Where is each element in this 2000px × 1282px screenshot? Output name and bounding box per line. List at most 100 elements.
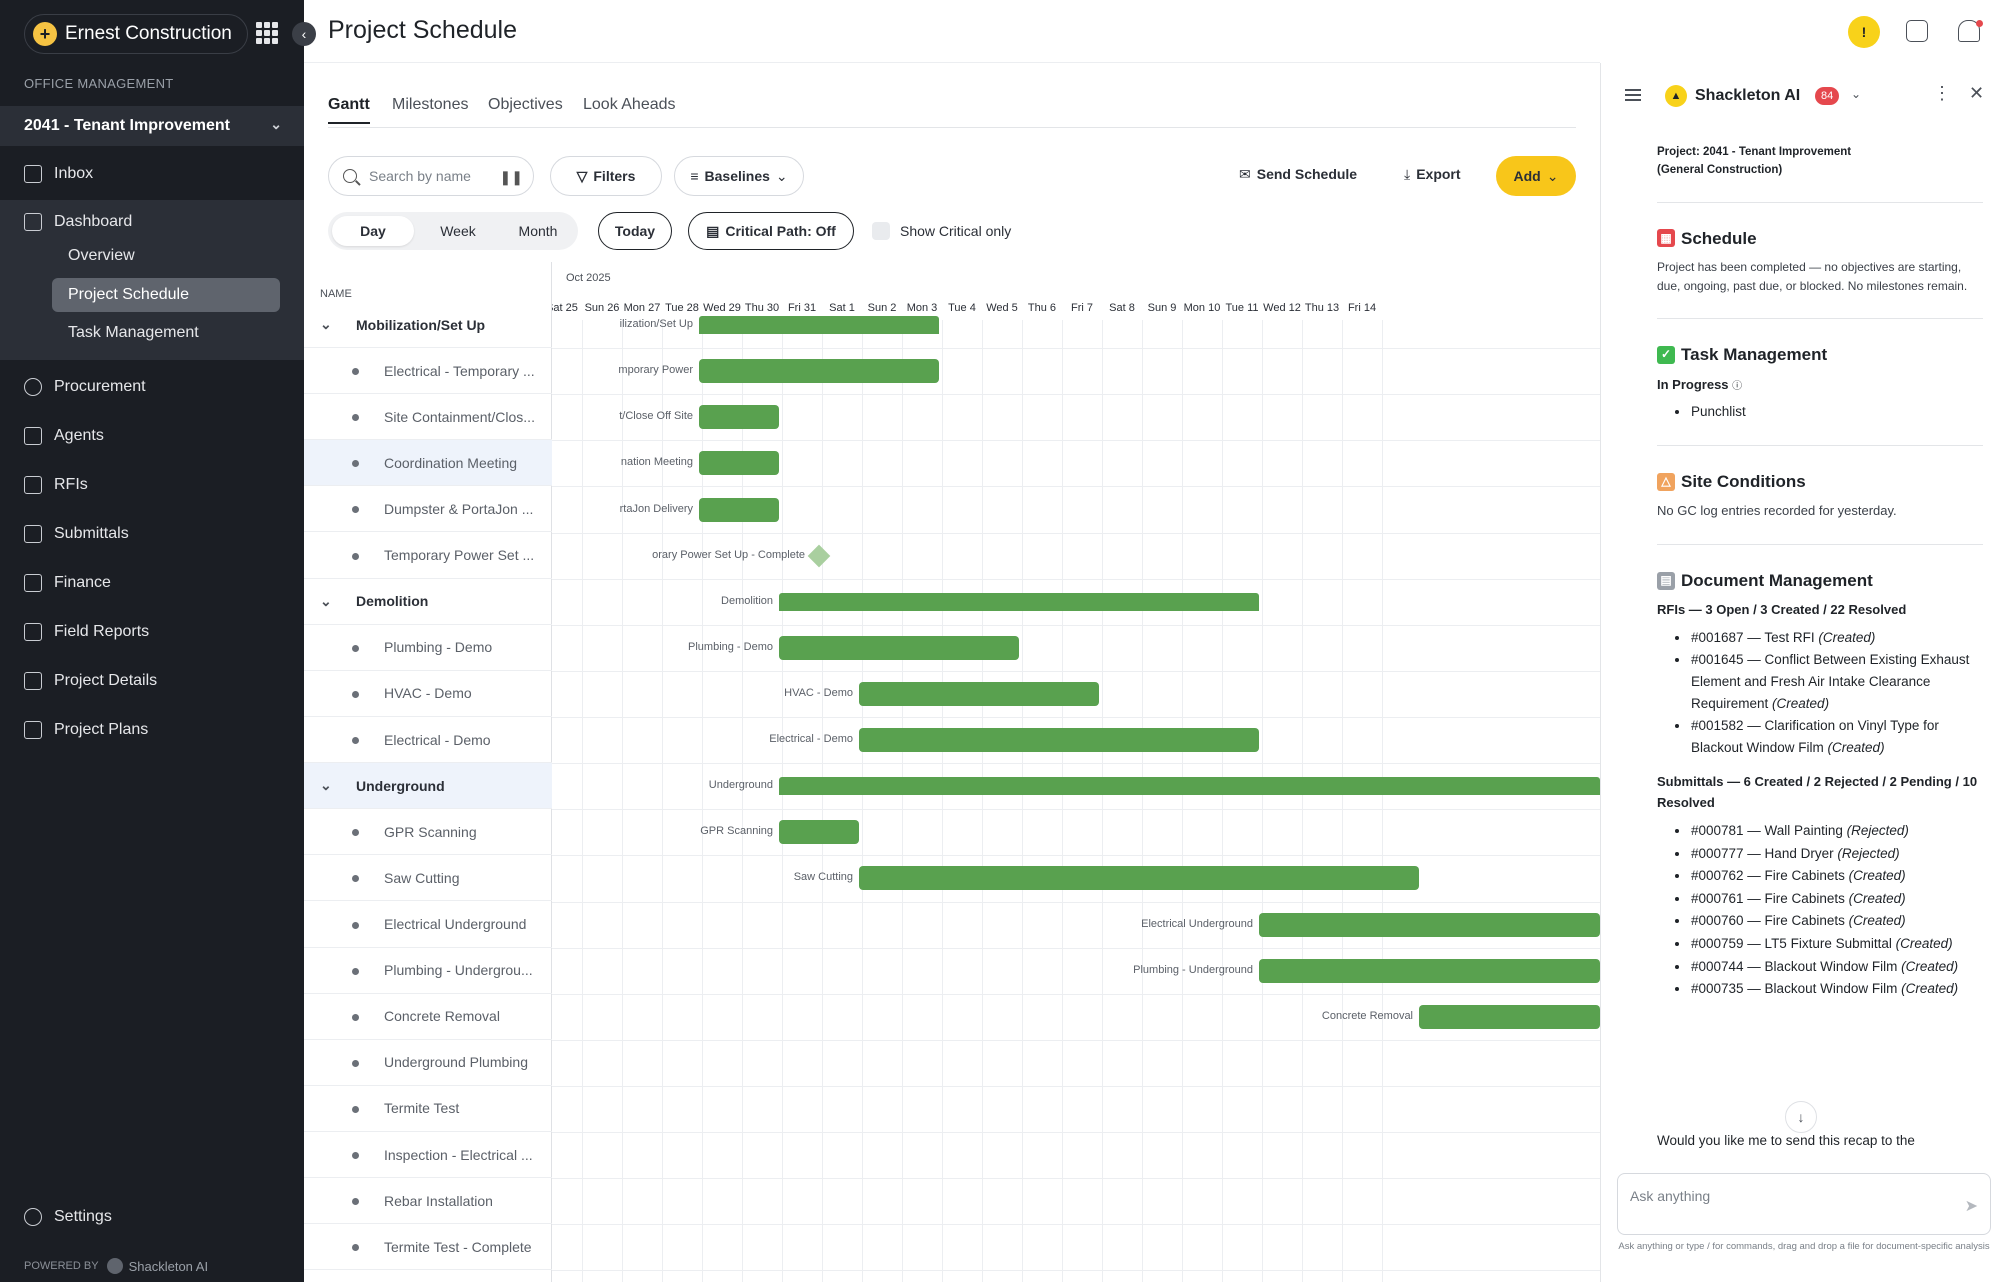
sidebar-item-dashboard[interactable]: Dashboard [0, 202, 304, 242]
gantt-task-bar[interactable] [859, 728, 1259, 753]
milestone-marker[interactable] [807, 544, 831, 567]
filters-button[interactable]: ▽ Filters [550, 156, 662, 196]
gantt-task-bar[interactable] [1419, 1004, 1600, 1029]
sidebar-item-project-details[interactable]: Project Details [0, 661, 304, 701]
bell-icon[interactable] [1958, 20, 1980, 42]
day-header: Tue 28 [665, 302, 699, 314]
gantt-task-bar[interactable] [779, 820, 859, 845]
view-week[interactable]: Week [440, 223, 476, 239]
gantt-task-row[interactable]: Plumbing - Demo [304, 625, 552, 671]
day-header: Wed 12 [1263, 302, 1301, 314]
gantt-group-row[interactable]: ⌄ Underground [304, 763, 552, 810]
add-button[interactable]: Add ⌄ [1496, 156, 1576, 196]
gantt-task-row[interactable]: Electrical - Temporary ... [304, 348, 552, 395]
close-icon[interactable]: ✕ [1969, 83, 1985, 103]
gantt-group-row[interactable]: ⌄ Mobilization/Set Up [304, 302, 552, 348]
checkmark-icon: ✓ [1657, 345, 1675, 364]
row-divider [552, 901, 1600, 903]
send-schedule-button[interactable]: ✉ Send Schedule [1239, 166, 1357, 183]
gantt-task-row[interactable]: Concrete Removal [304, 994, 552, 1040]
gantt-task-bar[interactable] [1259, 958, 1600, 983]
sidebar-item-finance[interactable]: Finance [0, 563, 304, 603]
chevron-down-icon[interactable]: ⌄ [320, 592, 332, 609]
gantt-group-bar[interactable] [699, 316, 939, 335]
gantt-task-row[interactable]: GPR Scanning [304, 809, 552, 856]
export-button[interactable]: ⤓ Export [1404, 166, 1461, 183]
gantt-task-bar[interactable] [1259, 912, 1600, 937]
gantt-task-row[interactable]: HVAC - Demo [304, 671, 552, 717]
chevron-down-icon[interactable]: ⌄ [1851, 87, 1862, 101]
row-name: Electrical Underground [384, 916, 527, 932]
baselines-button[interactable]: ≡ Baselines ⌄ [674, 156, 804, 196]
sidebar-item-submittals[interactable]: Submittals [0, 514, 304, 554]
sidebar-item-inbox[interactable]: Inbox [0, 154, 304, 194]
view-month[interactable]: Month [518, 223, 558, 239]
gantt-task-bar[interactable] [699, 497, 779, 522]
sidebar-item-settings[interactable]: Settings [24, 1208, 112, 1226]
sidebar-item-field-reports[interactable]: Field Reports [0, 612, 304, 652]
sidebar-item-rfis[interactable]: RFIs [0, 465, 304, 505]
collapse-sidebar-button[interactable]: ‹ [292, 22, 316, 46]
apps-grid-icon[interactable] [256, 22, 278, 44]
gantt-task-row[interactable]: Electrical Underground [304, 902, 552, 948]
sidebar-subitem-project-schedule[interactable]: Project Schedule [52, 278, 280, 312]
gantt-task-bar[interactable] [779, 635, 1019, 660]
gantt-group-bar[interactable] [779, 777, 1600, 796]
gantt-task-row[interactable]: Dumpster & PortaJon ... [304, 486, 552, 533]
ai-recap: Project: 2041 - Tenant Improvement (Gene… [1657, 143, 1983, 1001]
gantt-task-row[interactable]: Temporary Power Set ... [304, 533, 552, 579]
gantt-task-row[interactable]: Site Containment/Clos... [304, 394, 552, 441]
sidebar-item-procurement[interactable]: Procurement [0, 367, 304, 407]
checkbox-icon[interactable] [872, 222, 890, 240]
chevron-down-icon[interactable]: ⌄ [320, 316, 332, 332]
gantt-task-row[interactable]: Rebar Installation [304, 1178, 552, 1225]
gantt-task-bar[interactable] [859, 681, 1099, 706]
company-switcher[interactable]: + Ernest Construction [24, 14, 248, 54]
gantt-task-row[interactable]: Termite Test [304, 1086, 552, 1132]
export-label: Export [1416, 166, 1461, 182]
gantt-group-bar[interactable] [779, 592, 1259, 611]
sidebar-subitem-overview[interactable]: Overview [52, 239, 280, 273]
gantt-task-bar[interactable] [699, 405, 779, 430]
voice-icon[interactable]: ❚❚ [499, 169, 523, 185]
critical-path-button[interactable]: ▤ Critical Path: Off [688, 212, 854, 250]
search-input[interactable]: Search by name ❚❚ [328, 156, 534, 196]
tab-objectives[interactable]: Objectives [488, 96, 563, 113]
gantt-task-row[interactable]: Electrical - Demo [304, 717, 552, 764]
gantt-task-row[interactable]: Termite Test - Complete [304, 1224, 552, 1271]
submittal-summary: Submittals — 6 Created / 2 Rejected / 2 … [1657, 774, 1978, 811]
sidebar-subitem-task-management[interactable]: Task Management [52, 316, 280, 350]
alert-icon[interactable]: ! [1848, 16, 1880, 48]
ai-chat-input[interactable]: Ask anything ➤ [1617, 1173, 1991, 1235]
row-name: Site Containment/Clos... [384, 408, 535, 425]
scroll-down-button[interactable]: ↓ [1785, 1101, 1817, 1133]
show-critical-checkbox[interactable]: Show Critical only [872, 222, 1011, 240]
gantt-task-bar[interactable] [699, 359, 939, 384]
tab-gantt[interactable]: Gantt [328, 96, 370, 124]
more-vertical-icon[interactable]: ⋮ [1933, 83, 1951, 103]
chat-icon[interactable] [1906, 20, 1928, 42]
gantt-task-bar[interactable] [699, 451, 779, 476]
tab-look-aheads[interactable]: Look Aheads [583, 96, 676, 113]
menu-icon[interactable] [1625, 89, 1641, 101]
gantt-task-row[interactable]: Saw Cutting [304, 855, 552, 902]
sidebar-item-project-plans[interactable]: Project Plans [0, 710, 304, 750]
row-name: Underground Plumbing [384, 1054, 528, 1071]
chevron-down-icon[interactable]: ⌄ [320, 777, 332, 794]
gantt-task-row[interactable]: Inspection - Electrical ... [304, 1132, 552, 1179]
project-selector[interactable]: 2041 - Tenant Improvement ⌄ [0, 106, 304, 146]
send-icon[interactable]: ➤ [1964, 1198, 1978, 1215]
row-divider [552, 532, 1600, 534]
gantt-task-row[interactable]: Plumbing - Undergrou... [304, 948, 552, 994]
document-icon: ▤ [1657, 571, 1675, 590]
gantt-task-bar[interactable] [859, 866, 1419, 891]
bar-label: Saw Cutting [793, 871, 853, 884]
gantt-group-row[interactable]: ⌄ Demolition [304, 579, 552, 625]
today-button[interactable]: Today [598, 212, 672, 250]
view-day[interactable]: Day [332, 216, 414, 246]
item-status: (Created) [1901, 958, 1959, 974]
gantt-task-row[interactable]: Coordination Meeting [304, 440, 552, 487]
gantt-task-row[interactable]: Underground Plumbing [304, 1040, 552, 1086]
tab-milestones[interactable]: Milestones [392, 96, 469, 113]
sidebar-item-agents[interactable]: Agents [0, 416, 304, 456]
